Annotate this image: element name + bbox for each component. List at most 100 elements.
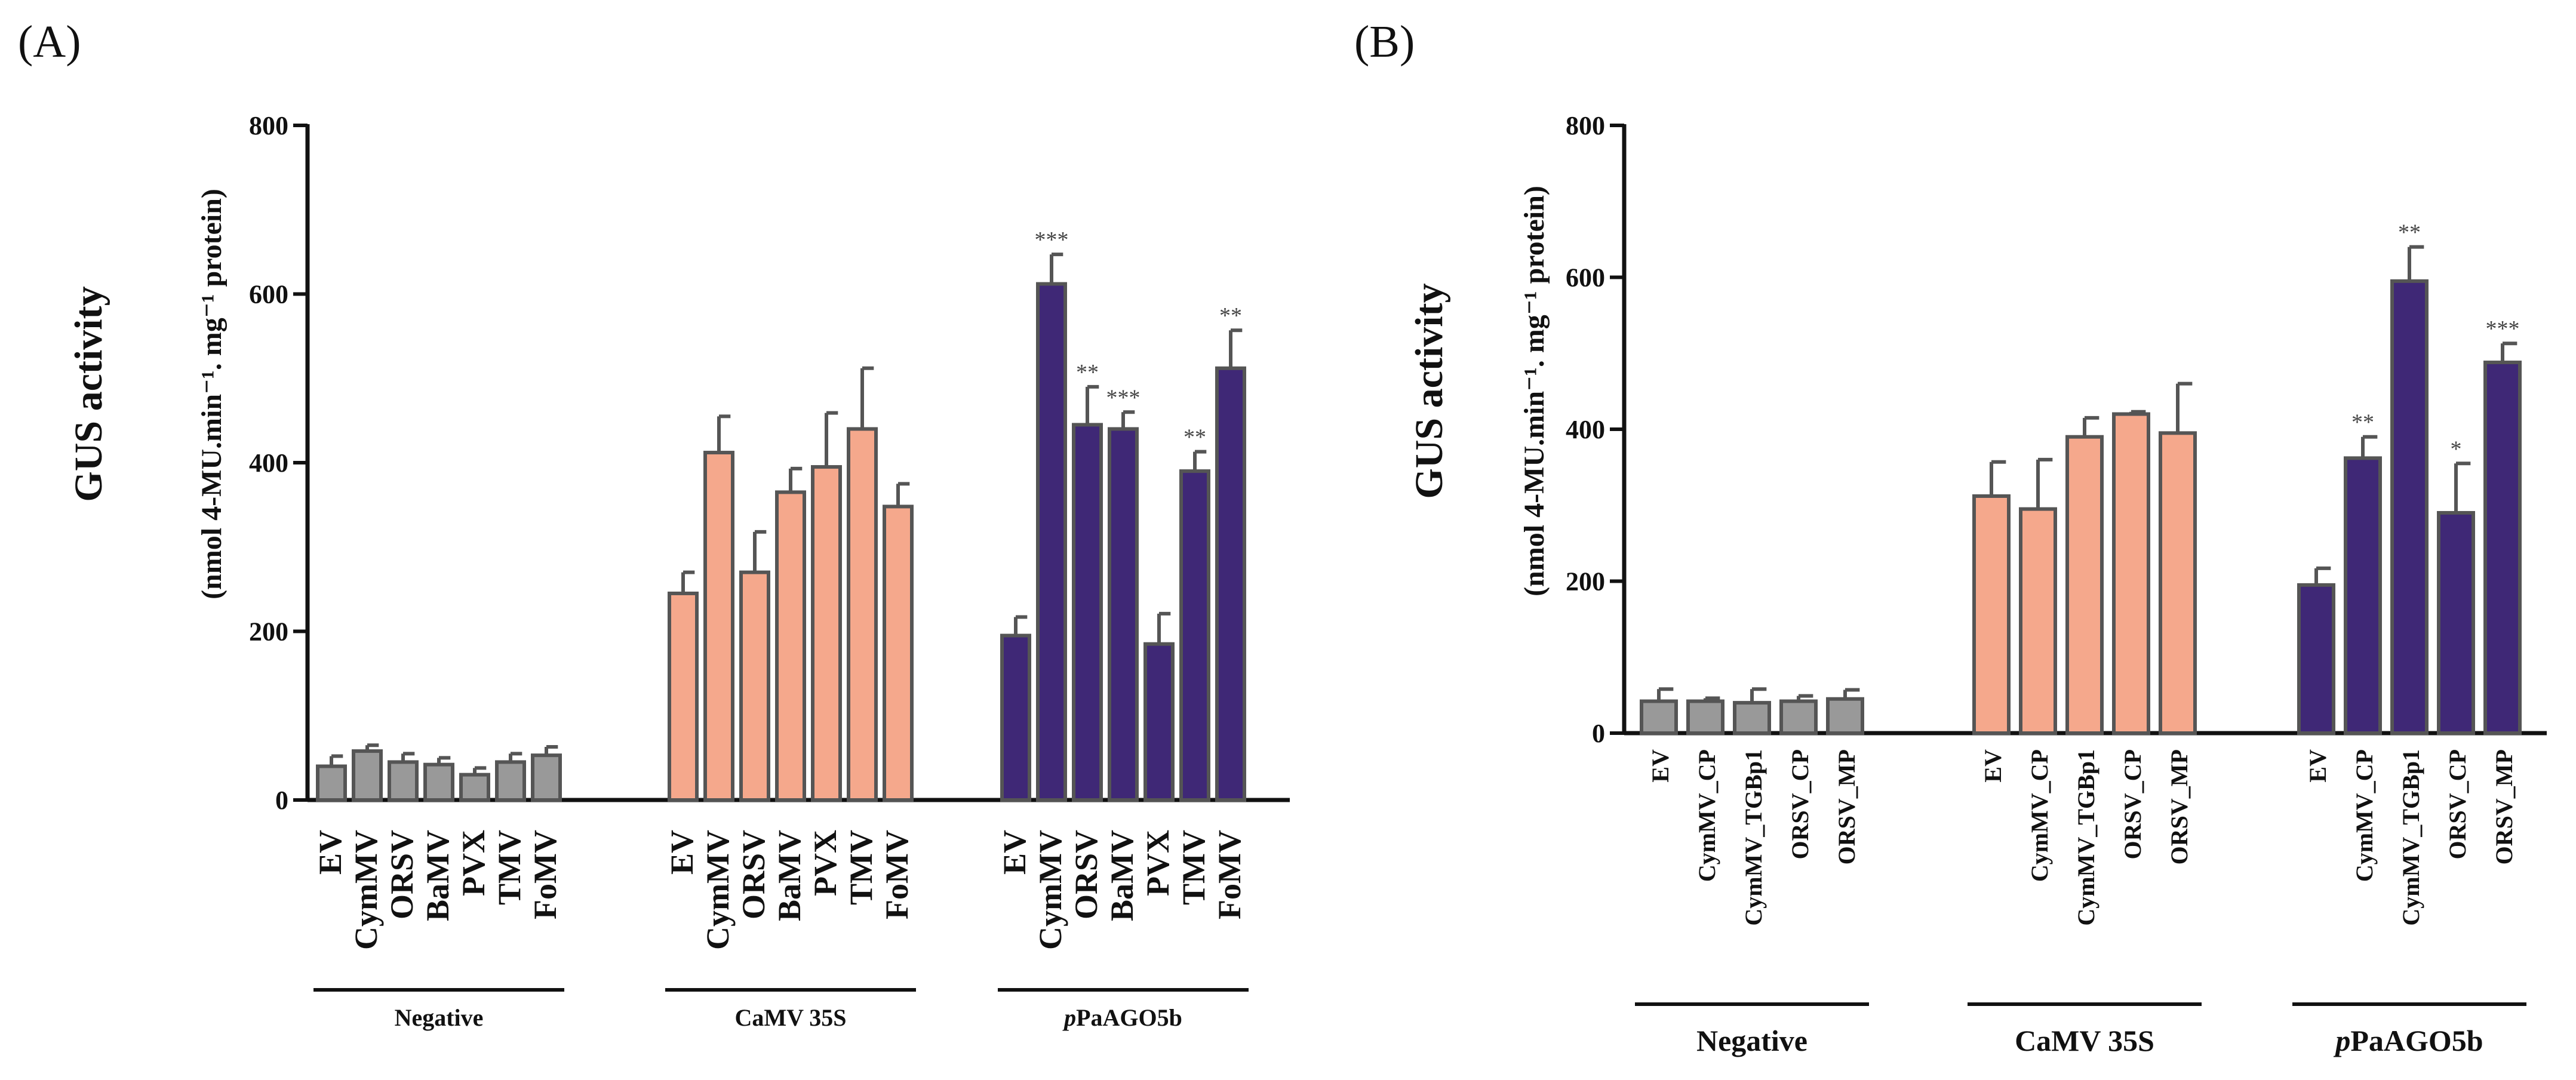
panel-a-bar	[1143, 642, 1175, 802]
panel-a-group-label: CaMV 35S	[734, 1004, 846, 1031]
panel-b-bar	[1972, 494, 2011, 735]
panel-b-bar	[1686, 699, 1724, 736]
panel-b-category-label: CymMV_CP	[1693, 749, 1720, 882]
panel-a-category-label: CymMV	[700, 830, 736, 950]
panel-a-significance: ***	[1035, 227, 1069, 253]
panel-a-y-tick-label: 200	[249, 617, 288, 647]
panel-b-category-label: ORSV_CP	[2119, 749, 2146, 859]
panel-b-bar	[2297, 583, 2335, 735]
panel-b-group-label: CaMV 35S	[2015, 1024, 2154, 1057]
panel-b-category-label: CymMV_CP	[2026, 749, 2053, 882]
panel-a-category-label: CymMV	[1032, 830, 1068, 950]
panel-b-category-label: ORSV_MP	[2491, 749, 2517, 864]
panel-a-bar	[352, 749, 383, 802]
panel-a-category-label: PVX	[456, 830, 491, 896]
panel-b-category-label: ORSV_CP	[1787, 749, 1813, 859]
panel-b-bar	[2483, 361, 2522, 735]
panel-a-category-label: EV	[997, 830, 1032, 875]
panel-b-y-tick-label: 0	[1592, 719, 1605, 748]
panel-a-y-tick-label: 400	[249, 448, 288, 478]
panel-a-bar	[531, 753, 562, 802]
panel-a-category-label: ORSV	[1068, 830, 1104, 919]
panel-b-bar	[2344, 456, 2382, 735]
panel-a-bar	[847, 427, 878, 802]
panel-b-bar	[1733, 701, 1771, 735]
panel-b-bar	[2159, 431, 2197, 735]
panel-a-bar	[388, 760, 419, 802]
panel-b-label: (B)	[1354, 17, 1415, 67]
panel-a-category-label: PVX	[1140, 830, 1176, 896]
panel-b-category-label: CymMV_TGBp1	[2073, 749, 2099, 926]
panel-a-ylabel-units: (nmol 4-MU.min⁻¹. mg⁻¹ protein)	[196, 189, 228, 599]
panel-b-category-label: EV	[1647, 749, 1674, 783]
panel-b-group-label: Negative	[1696, 1024, 1807, 1057]
panel-b-significance: **	[2398, 220, 2421, 245]
panel-a-category-label: EV	[664, 830, 700, 875]
panel-b-y-tick-label: 600	[1566, 263, 1605, 293]
panel-b-category-label: ORSV_MP	[1833, 749, 1860, 864]
panel-b-category-label: CymMV_TGBp1	[1740, 749, 1767, 926]
panel-a-ylabel: GUS activity	[67, 286, 110, 501]
panel-a-bar	[739, 570, 770, 802]
panel-a-category-label: EV	[312, 830, 348, 875]
panel-a-significance: ***	[1106, 385, 1141, 410]
panel-b-bar	[2019, 507, 2057, 735]
panel-a-bar	[1072, 423, 1103, 802]
panel-a-bar	[423, 762, 454, 802]
panel-b-category-label: ORSV_MP	[2166, 749, 2193, 864]
panel-a-bar	[883, 504, 914, 802]
panel-a-category-label: FoMV	[527, 830, 563, 919]
panel-a-category-label: BaMV	[1104, 830, 1140, 921]
panel-a-category-label: FoMV	[879, 830, 915, 919]
panel-a-bar	[1215, 366, 1246, 802]
panel-a-y-tick-label: 600	[249, 280, 288, 309]
panel-a-bar	[316, 764, 347, 802]
panel-b-bar	[2390, 279, 2429, 735]
panel-a-y-tick-label: 800	[249, 111, 288, 140]
panel-a-category-label: TMV	[1176, 830, 1212, 905]
panel-a-significance: **	[1184, 425, 1206, 450]
panel-a-bar	[775, 490, 806, 802]
panel-a-bar	[1108, 427, 1139, 802]
panel-b-bar	[1779, 699, 1818, 736]
panel-b-category-label: ORSV_CP	[2444, 749, 2471, 859]
panel-b-significance: *	[2451, 436, 2462, 461]
panel-b-group-label: pPaAGO5b	[2333, 1024, 2483, 1057]
panel-a-bar	[668, 591, 699, 802]
panel-b-bar	[2112, 412, 2150, 735]
panel-a-bar	[1036, 282, 1067, 802]
panel-a-bar	[495, 760, 526, 802]
panel-a-bar	[459, 773, 490, 802]
panel-b-y-tick-label: 200	[1566, 567, 1605, 596]
panel-a-bar	[703, 451, 734, 802]
panel-b-category-label: EV	[2304, 749, 2331, 783]
panel-a-label: (A)	[18, 17, 81, 67]
panel-b-y-tick-label: 400	[1566, 415, 1605, 444]
panel-a-bar	[811, 465, 842, 802]
panel-b-category-label: CymMV_TGBp1	[2397, 749, 2424, 926]
panel-b-bar	[2437, 510, 2475, 735]
panel-a-bar	[1179, 469, 1210, 802]
panel-a-category-label: BaMV	[771, 830, 807, 921]
panel-b-bar	[1826, 697, 1864, 736]
panel-a-category-label: BaMV	[420, 830, 456, 921]
panel-a-significance: **	[1219, 303, 1242, 328]
panel-b: (B) GUS activity (nmol 4-MU.min⁻¹. mg⁻¹ …	[1354, 17, 2547, 1057]
panel-b-category-label: EV	[1979, 749, 2006, 783]
panel-a-category-label: ORSV	[384, 830, 420, 919]
panel-a-y-tick-label: 0	[275, 786, 288, 815]
panel-b-y-tick-label: 800	[1566, 111, 1605, 140]
panel-a: (A) GUS activity (nmol 4-MU.min⁻¹. mg⁻¹ …	[18, 17, 1290, 1031]
panel-b-plot: 0 200 400 600 800 EV CymMV_CP CymMV_TGBp1 ORSV_C…	[1566, 111, 2547, 1057]
panel-a-category-label: TMV	[843, 830, 879, 905]
panel-b-ylabel: GUS activity	[1407, 283, 1451, 499]
panel-a-category-label: PVX	[807, 830, 843, 896]
panel-a-category-label: ORSV	[736, 830, 771, 919]
panel-a-group-label: pPaAGO5b	[1062, 1004, 1182, 1031]
panel-a-category-label: CymMV	[348, 830, 384, 950]
panel-b-bar	[2065, 435, 2104, 735]
panel-a-significance: **	[1076, 360, 1099, 385]
panel-b-significance: **	[2351, 410, 2374, 435]
